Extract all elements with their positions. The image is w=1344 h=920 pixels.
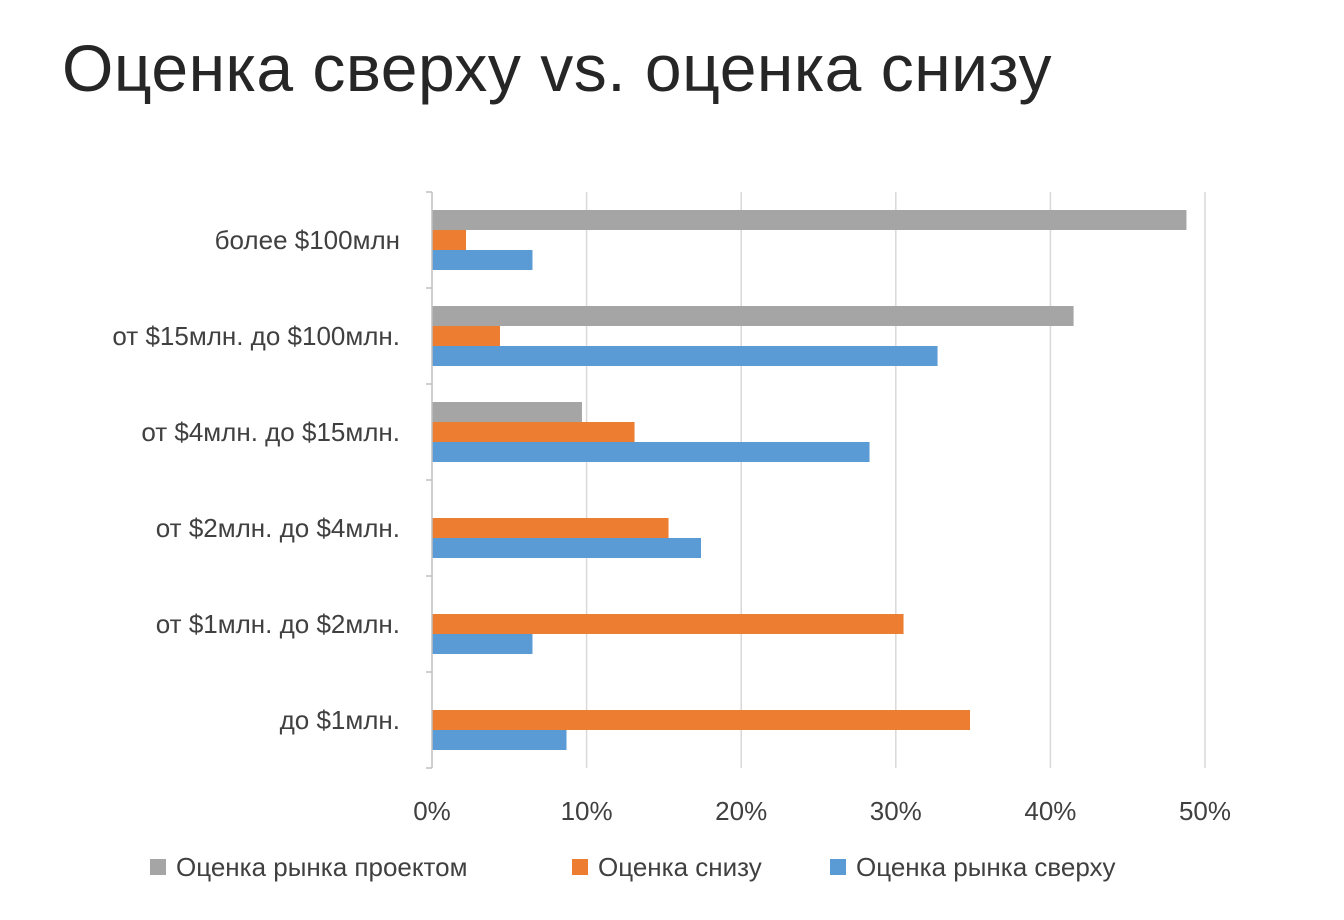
bars [432,210,1187,750]
category-label: от $2млн. до $4млн. [156,513,400,543]
x-tick-label: 10% [561,796,613,826]
legend: Оценка рынка проектом Оценка снизу Оценка … [150,852,1116,882]
bar-3-2 [432,346,938,366]
axis-labels: 0% 10% 20% 30% 40% 50% более $100млн от $15млн.… [112,225,1231,826]
bar-3-6 [432,730,567,750]
category-label: от $15млн. до $100млн. [112,321,400,351]
x-tick-label: 50% [1179,796,1231,826]
bar-3-3 [432,442,870,462]
bar-1-2 [432,306,1074,326]
x-tick-label: 40% [1024,796,1076,826]
bar-2-5 [432,614,904,634]
bar-2-3 [432,422,635,442]
page-title: Оценка сверху vs. оценка снизу [62,31,1053,105]
bar-2-1 [432,230,467,250]
bar-2-6 [432,710,971,730]
x-tick-label: 20% [715,796,767,826]
bar-2-4 [432,518,669,538]
category-label: до $1млн. [280,705,400,735]
legend-label: Оценка рынка сверху [856,852,1116,882]
category-label: более $100млн [215,225,400,255]
category-label: от $1млн. до $2млн. [156,609,400,639]
bar-3-5 [432,634,533,654]
grid-lines [585,192,1206,768]
legend-swatch [572,859,588,875]
legend-label: Оценка рынка проектом [176,852,467,882]
legend-label: Оценка снизу [598,852,762,882]
bar-1-3 [432,402,582,422]
legend-swatch [150,859,166,875]
category-label: от $4млн. до $15млн. [141,417,400,447]
bar-1-1 [432,210,1187,230]
axes [426,191,433,769]
bar-2-2 [432,326,501,346]
x-tick-label: 0% [413,796,451,826]
bar-3-4 [432,538,702,558]
x-tick-label: 30% [870,796,922,826]
legend-swatch [830,859,846,875]
bar-3-1 [432,250,533,270]
